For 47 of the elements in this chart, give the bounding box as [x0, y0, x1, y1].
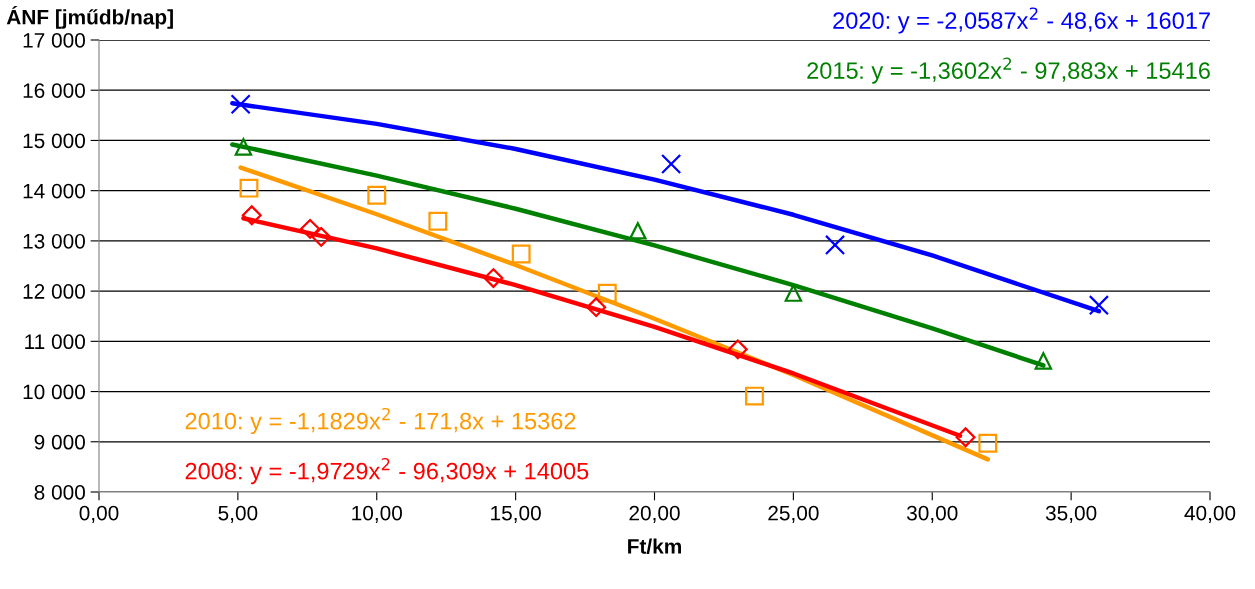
- x-tick-label: 20,00: [629, 505, 680, 523]
- x-axis-title: Ft/km: [628, 538, 681, 555]
- point: [483, 268, 504, 288]
- y-axis-title: ÁNF [jműdb/nap]: [6, 5, 173, 29]
- x-tick-label: 35,00: [1045, 505, 1097, 523]
- x-tick-label: 10,00: [352, 505, 402, 523]
- point: [727, 339, 748, 360]
- point: [311, 226, 332, 247]
- point: [629, 222, 647, 240]
- point: [784, 284, 803, 302]
- y-tick-label: 11 000: [25, 334, 85, 350]
- x-tick-label: 40,00: [1184, 505, 1236, 523]
- point: [511, 244, 531, 264]
- point: [978, 433, 998, 453]
- point: [239, 178, 259, 198]
- point: [234, 138, 253, 156]
- x-tick-label: 25,00: [768, 505, 819, 523]
- y-tick-label: 10 000: [23, 384, 85, 400]
- point: [955, 427, 976, 448]
- point: [428, 211, 448, 231]
- y-tick-label: 8 000: [34, 485, 85, 500]
- y-tick-label: 17 000: [23, 33, 85, 48]
- text: 2008: y = -1,9729x$^{2}$ - 96,309x + 14005: [185, 457, 589, 485]
- point: [745, 386, 764, 406]
- y-tick-label: 15 000: [23, 133, 85, 149]
- point: [597, 283, 617, 303]
- point: [1034, 352, 1053, 370]
- point: [824, 234, 846, 256]
- y-tick-label: 9 000: [34, 434, 85, 450]
- text: 2020: y = -2,0587x$^{2}$ - 48,6x + 16017: [833, 7, 1210, 34]
- y-tick-label: 12 000: [23, 284, 85, 299]
- point: [367, 185, 387, 205]
- y-tick-label: 16 000: [23, 83, 85, 98]
- point: [230, 94, 251, 115]
- y-tick-label: 14 000: [23, 183, 85, 199]
- x-tick-label: 5,00: [218, 505, 258, 523]
- x-tick-label: 15,00: [491, 505, 541, 523]
- point: [1088, 295, 1110, 316]
- x-tick-label: 0,00: [79, 505, 119, 523]
- point: [586, 297, 607, 318]
- text: 2010: y = -1,1829x$^{2}$ - 171,8x + 15362: [185, 407, 576, 435]
- point: [241, 205, 262, 226]
- point: [661, 153, 682, 175]
- point: [300, 218, 321, 239]
- x-tick-label: 30,00: [906, 505, 958, 523]
- y-tick-label: 13 000: [23, 233, 85, 249]
- text: 2015: y = -1,3602x$^{2}$ - 97,883x + 15416: [807, 57, 1210, 84]
